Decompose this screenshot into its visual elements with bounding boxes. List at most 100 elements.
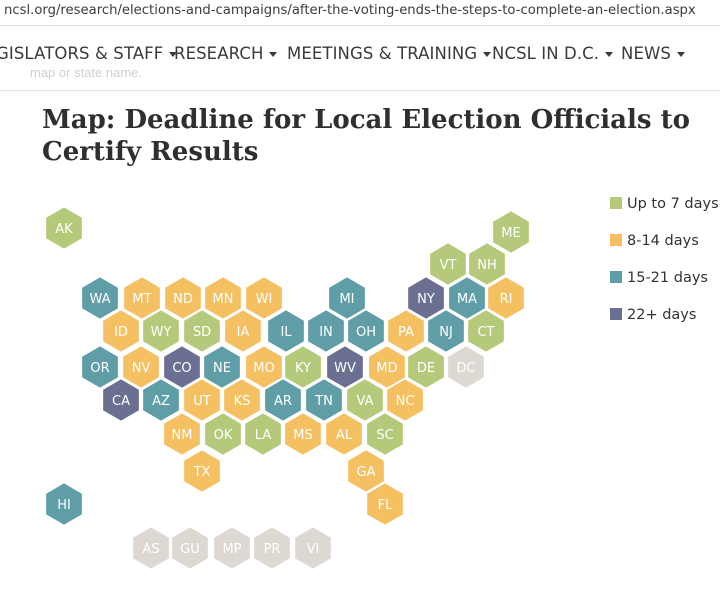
state-label: NJ bbox=[439, 325, 453, 340]
chevron-down-icon bbox=[483, 52, 492, 57]
state-label: KY bbox=[295, 361, 311, 376]
state-label: VI bbox=[307, 542, 320, 557]
state-hex-az[interactable]: AZ bbox=[141, 377, 181, 423]
state-label: UT bbox=[193, 394, 211, 409]
state-label: MI bbox=[339, 292, 354, 307]
state-hex-shape bbox=[222, 377, 262, 423]
legend-label: 8-14 days bbox=[627, 233, 699, 249]
state-hex-md[interactable]: MD bbox=[367, 344, 407, 390]
state-hex-wy[interactable]: WY bbox=[141, 308, 181, 354]
state-hex-shape bbox=[266, 308, 306, 354]
nav-label: MEETINGS & TRAINING bbox=[287, 44, 478, 63]
state-hex-ct[interactable]: CT bbox=[466, 308, 506, 354]
state-hex-oh[interactable]: OH bbox=[346, 308, 386, 354]
state-hex-ny[interactable]: NY bbox=[406, 275, 446, 321]
state-hex-ne[interactable]: NE bbox=[202, 344, 242, 390]
state-hex-ma[interactable]: MA bbox=[447, 275, 487, 321]
state-hex-ri[interactable]: RI bbox=[486, 275, 526, 321]
state-hex-hi[interactable]: HI bbox=[44, 481, 84, 527]
state-hex-wv[interactable]: WV bbox=[325, 344, 365, 390]
state-hex-shape bbox=[162, 411, 202, 457]
legend-swatch bbox=[610, 234, 622, 246]
state-hex-shape bbox=[385, 377, 425, 423]
nav-legislators-staff[interactable]: GISLATORS & STAFF bbox=[0, 44, 178, 63]
state-hex-shape bbox=[122, 275, 162, 321]
state-hex-shape bbox=[163, 275, 203, 321]
state-hex-ks[interactable]: KS bbox=[222, 377, 262, 423]
state-label: WY bbox=[151, 325, 172, 340]
state-hex-shape bbox=[44, 205, 84, 251]
state-hex-mo[interactable]: MO bbox=[244, 344, 284, 390]
nav-label: GISLATORS & STAFF bbox=[0, 44, 164, 63]
state-hex-sc[interactable]: SC bbox=[365, 411, 405, 457]
state-hex-il[interactable]: IL bbox=[266, 308, 306, 354]
state-hex-ak[interactable]: AK bbox=[44, 205, 84, 251]
state-hex-ia[interactable]: IA bbox=[223, 308, 263, 354]
state-hex-shape bbox=[406, 344, 446, 390]
state-hex-vt[interactable]: VT bbox=[428, 241, 468, 287]
address-bar[interactable]: ncsl.org/research/elections-and-campaign… bbox=[0, 0, 720, 26]
state-hex-ok[interactable]: OK bbox=[203, 411, 243, 457]
state-hex-mt[interactable]: MT bbox=[122, 275, 162, 321]
state-hex-nj[interactable]: NJ bbox=[426, 308, 466, 354]
state-hex-tx[interactable]: TX bbox=[182, 448, 222, 494]
chevron-down-icon bbox=[169, 52, 178, 57]
state-hex-ar[interactable]: AR bbox=[263, 377, 303, 423]
state-hex-shape bbox=[365, 411, 405, 457]
state-hex-ga[interactable]: GA bbox=[346, 448, 386, 494]
state-hex-shape bbox=[202, 344, 242, 390]
state-hex-sd[interactable]: SD bbox=[182, 308, 222, 354]
state-hex-wi[interactable]: WI bbox=[244, 275, 284, 321]
state-label: KS bbox=[234, 394, 251, 409]
state-hex-gu[interactable]: GU bbox=[170, 525, 210, 571]
state-hex-nd[interactable]: ND bbox=[163, 275, 203, 321]
legend-label: Up to 7 days bbox=[627, 196, 719, 212]
state-hex-ut[interactable]: UT bbox=[182, 377, 222, 423]
state-hex-va[interactable]: VA bbox=[345, 377, 385, 423]
state-hex-nh[interactable]: NH bbox=[467, 241, 507, 287]
state-hex-wa[interactable]: WA bbox=[80, 275, 120, 321]
state-hex-vi[interactable]: VI bbox=[293, 525, 333, 571]
nav-research[interactable]: RESEARCH bbox=[174, 44, 278, 63]
state-hex-mn[interactable]: MN bbox=[203, 275, 243, 321]
state-hex-in[interactable]: IN bbox=[306, 308, 346, 354]
nav-meetings-training[interactable]: MEETINGS & TRAINING bbox=[287, 44, 492, 63]
legend-item-15-21-days: 15-21 days bbox=[610, 270, 708, 286]
state-label: SD bbox=[193, 325, 211, 340]
state-label: NC bbox=[396, 394, 415, 409]
state-label: AS bbox=[142, 542, 159, 557]
state-hex-nv[interactable]: NV bbox=[121, 344, 161, 390]
nav-news[interactable]: NEWS bbox=[621, 44, 685, 63]
chevron-down-icon bbox=[605, 52, 614, 57]
state-hex-shape bbox=[203, 411, 243, 457]
state-hex-as[interactable]: AS bbox=[131, 525, 171, 571]
state-hex-mi[interactable]: MI bbox=[327, 275, 367, 321]
state-hex-la[interactable]: LA bbox=[243, 411, 283, 457]
state-label: VA bbox=[357, 394, 374, 409]
state-hex-shape bbox=[386, 308, 426, 354]
state-hex-ms[interactable]: MS bbox=[283, 411, 323, 457]
state-hex-nm[interactable]: NM bbox=[162, 411, 202, 457]
state-hex-mp[interactable]: MP bbox=[212, 525, 252, 571]
state-hex-fl[interactable]: FL bbox=[365, 481, 405, 527]
state-hex-al[interactable]: AL bbox=[324, 411, 364, 457]
state-hex-ca[interactable]: CA bbox=[101, 377, 141, 423]
state-hex-de[interactable]: DE bbox=[406, 344, 446, 390]
state-hex-dc[interactable]: DC bbox=[446, 344, 486, 390]
state-label: PR bbox=[264, 542, 281, 557]
legend-swatch bbox=[610, 271, 622, 283]
state-hex-pr[interactable]: PR bbox=[252, 525, 292, 571]
state-hex-pa[interactable]: PA bbox=[386, 308, 426, 354]
state-hex-shape bbox=[466, 308, 506, 354]
state-hex-id[interactable]: ID bbox=[101, 308, 141, 354]
state-hex-me[interactable]: ME bbox=[491, 209, 531, 255]
state-hex-ky[interactable]: KY bbox=[283, 344, 323, 390]
state-hex-nc[interactable]: NC bbox=[385, 377, 425, 423]
state-hex-shape bbox=[263, 377, 303, 423]
state-hex-tn[interactable]: TN bbox=[304, 377, 344, 423]
state-hex-co[interactable]: CO bbox=[162, 344, 202, 390]
state-hex-shape bbox=[203, 275, 243, 321]
nav-ncsl-in-dc[interactable]: NCSL IN D.C. bbox=[492, 44, 614, 63]
state-hex-or[interactable]: OR bbox=[80, 344, 120, 390]
